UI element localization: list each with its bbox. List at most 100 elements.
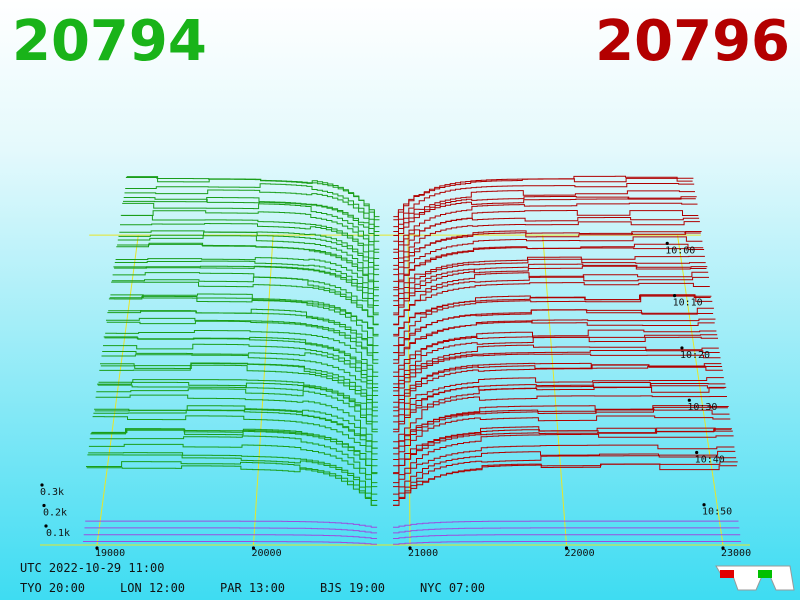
ask-depth-line (393, 408, 730, 455)
ask-depth-line (393, 183, 695, 228)
axis-labels: 19000 20000 21000 22000 23000 10:00 10:10 10:20… (40, 241, 751, 559)
time-tick-label: 10:30 (687, 402, 717, 413)
ask-depth-line (393, 415, 731, 460)
ask-depth-line (393, 265, 707, 306)
bid-depth-line (106, 317, 379, 364)
ask-depth-line (393, 202, 698, 250)
glasses-green-lens (758, 570, 772, 578)
price-grid-line (677, 235, 724, 546)
depth-tick-label: 0.3k (40, 487, 64, 498)
ask-depth-line (393, 427, 733, 475)
ask-depth-line (393, 177, 694, 221)
bid-depth-line (101, 354, 379, 396)
price-tick (564, 546, 569, 550)
bid-depth-line (89, 435, 378, 484)
bid-depth-line (109, 293, 379, 337)
price-tick-label: 23000 (721, 548, 751, 559)
time-tick (680, 346, 684, 350)
ask-depth-line (393, 527, 740, 534)
bid-depth-line (88, 443, 378, 488)
city-clock: TYO 20:00 (20, 581, 85, 595)
ask-depth-line (393, 271, 709, 316)
bid-depth-line (96, 388, 378, 433)
bid-depth-line (93, 409, 378, 455)
price-tick (251, 546, 256, 550)
bid-depth-line (86, 461, 378, 506)
bid-price: 20794 (12, 9, 207, 74)
bid-depth-line (100, 362, 378, 408)
ask-depth-line (393, 318, 716, 364)
bid-depth-line (94, 408, 378, 449)
bid-depth-line (90, 428, 378, 475)
depth-tick (40, 483, 44, 487)
time-tick (687, 398, 691, 402)
ask-depth-line (393, 175, 693, 218)
time-tick-label: 10:10 (673, 298, 703, 309)
bid-depth-line (121, 210, 380, 253)
ask-depth-line (393, 426, 732, 467)
ask-depth-line (393, 534, 741, 539)
depth-tick (44, 524, 48, 528)
glasses-red-lens (720, 570, 734, 578)
bid-depth-line (110, 294, 379, 335)
bid-depth-line (98, 379, 378, 417)
ask-depth-line (393, 190, 695, 232)
depth-curves (83, 175, 741, 545)
bid-depth-line (116, 243, 379, 291)
price-tick-label: 21000 (408, 548, 438, 559)
bid-depth-line (115, 257, 379, 297)
ask-depth-line (393, 294, 712, 337)
bid-depth-line (107, 308, 379, 354)
3d-glasses[interactable] (715, 565, 795, 591)
ask-depth-line (393, 295, 713, 347)
time-tick (702, 503, 706, 507)
ask-depth-line (393, 236, 703, 282)
bid-depth-line (92, 415, 378, 460)
ask-depth-line (393, 461, 738, 506)
ask-depth-line (393, 386, 727, 433)
ask-depth-line (393, 541, 741, 545)
bid-depth-line (119, 230, 380, 270)
bid-depth-line (120, 223, 380, 266)
bid-depth-line (105, 330, 379, 373)
time-tick (672, 294, 677, 298)
bid-depth-line (122, 202, 380, 250)
ask-depth-line (393, 353, 721, 396)
ask-depth-line (393, 350, 720, 392)
bid-depth-line (84, 527, 378, 534)
bid-depth-line (120, 214, 380, 259)
bid-depth-line (103, 343, 379, 388)
ask-depth-line (393, 197, 696, 236)
bid-depth-line (85, 520, 378, 528)
ask-depth-line (393, 230, 702, 276)
ask-depth-line (393, 520, 739, 528)
bid-depth-line (111, 281, 379, 326)
ask-depth-line (393, 450, 736, 495)
ask-depth-line (393, 329, 717, 373)
price-tick (95, 546, 99, 550)
ask-price: 20796 (595, 9, 790, 74)
depth-tick (42, 503, 46, 508)
ask-depth-line (393, 282, 710, 326)
ask-depth-line (393, 243, 705, 291)
time-tick-label: 10:00 (665, 245, 695, 256)
bid-depth-line (95, 394, 378, 443)
time-tick (695, 450, 699, 455)
city-clock: LON 12:00 (120, 581, 185, 595)
ask-depth-line (393, 364, 723, 412)
time-tick-label: 10:20 (680, 350, 710, 361)
time-tick (665, 241, 669, 245)
bid-depth-line (103, 336, 379, 385)
bid-depth-line (97, 381, 378, 430)
ask-depth-line (393, 336, 718, 385)
price-grid-line (96, 235, 139, 546)
city-clock: PAR 13:00 (220, 581, 285, 595)
price-tick (721, 546, 725, 550)
ask-depth-line (393, 406, 729, 449)
city-clock: NYC 07:00 (420, 581, 485, 595)
ask-depth-line (393, 364, 723, 408)
price-tick (408, 546, 412, 550)
depth-tick-label: 0.1k (46, 528, 70, 539)
